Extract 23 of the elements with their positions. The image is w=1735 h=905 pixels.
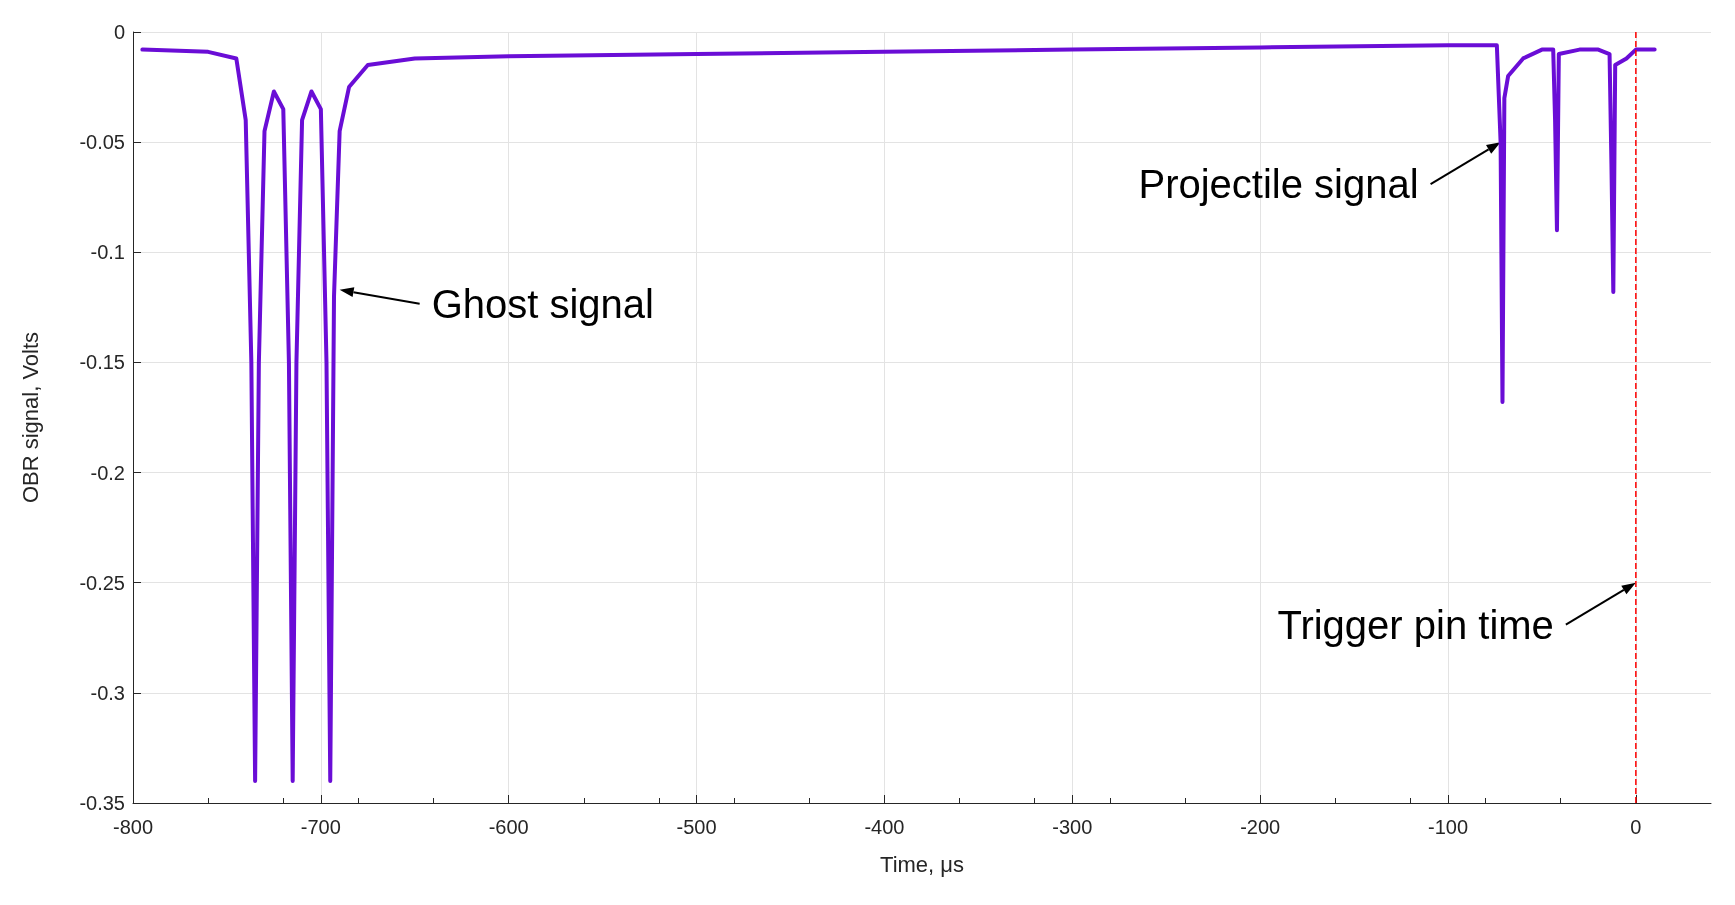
x-tick-label: 0 [1630, 816, 1642, 838]
y-tick-label: 0 [113, 21, 125, 43]
y-tick-label: -0.05 [79, 131, 125, 154]
y-tick-label: -0.2 [90, 461, 125, 484]
annotation: Ghost signal [431, 281, 654, 326]
x-tick-label: -300 [1052, 816, 1093, 838]
line-series [140, 43, 1657, 783]
x-tick-label: -700 [300, 816, 341, 838]
x-tick-label: -400 [864, 816, 905, 838]
x-tick-label: -100 [1427, 816, 1469, 838]
y-tick-label: -0.35 [79, 792, 125, 814]
x-tick-label: -800 [112, 816, 154, 838]
annotation: Trigger pin time [1277, 602, 1554, 647]
y-tick-label: -0.15 [79, 351, 125, 374]
x-tick-label: -500 [676, 816, 717, 838]
y-axis-title: OBR signal, Volts [17, 331, 43, 504]
y-tick-label: -0.3 [90, 681, 125, 704]
y-tick-label: -0.1 [90, 241, 125, 264]
x-tick-label: -200 [1240, 816, 1281, 838]
x-axis-title: Time, μs [880, 851, 964, 877]
x-tick-label: -600 [488, 816, 529, 838]
y-tick-label: -0.25 [79, 571, 125, 594]
annotation: Projectile signal [1138, 162, 1419, 207]
